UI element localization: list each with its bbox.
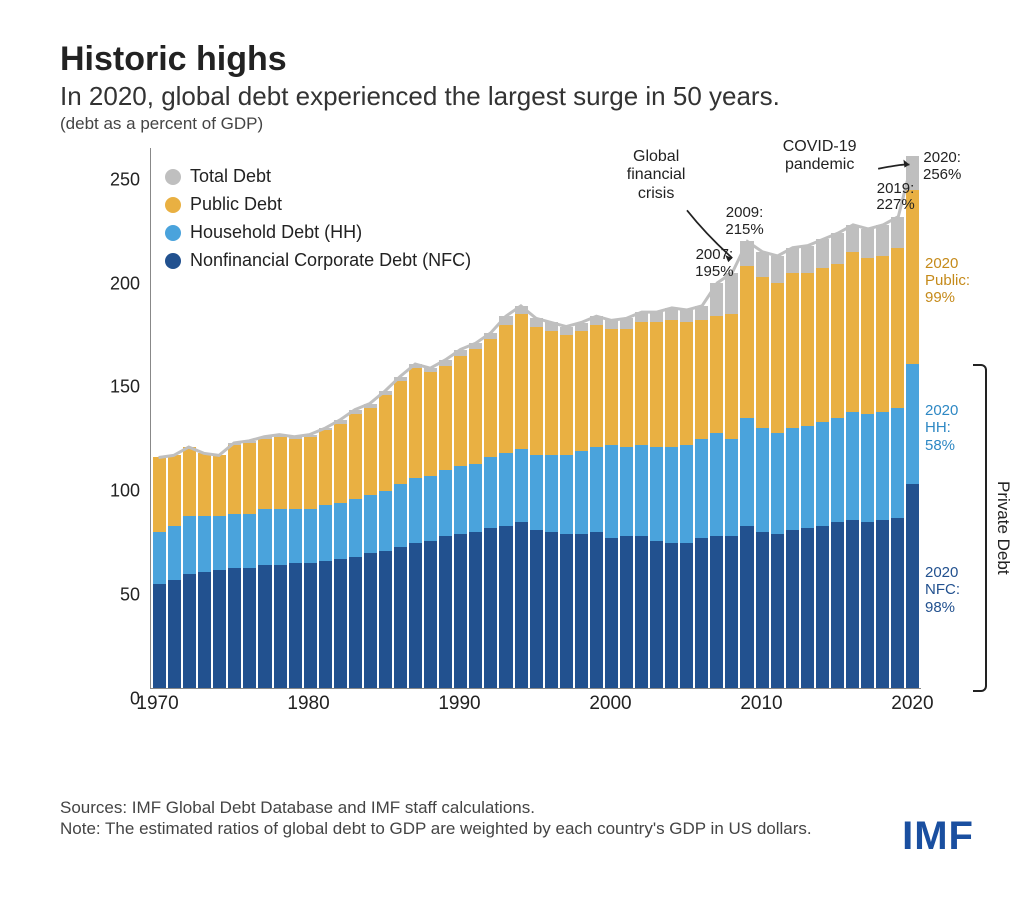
bar — [620, 318, 633, 688]
y-tick: 250 — [80, 169, 140, 190]
private-debt-label: Private Debt — [993, 481, 1013, 575]
callout-covid: COVID-19pandemic — [783, 138, 857, 175]
page-subtitle: In 2020, global debt experienced the lar… — [60, 81, 964, 112]
x-tick: 2020 — [891, 693, 933, 715]
legend-label: Public Debt — [190, 191, 282, 219]
private-debt-bracket — [973, 364, 987, 692]
bar — [786, 248, 799, 688]
bar — [228, 443, 241, 688]
right-label-public: 2020Public:99% — [925, 255, 970, 307]
bar — [861, 229, 874, 688]
callout-gfc: Globalfinancialcrisis — [627, 148, 686, 203]
bar — [469, 343, 482, 688]
bar — [695, 306, 708, 688]
legend-label: Nonfinancial Corporate Debt (NFC) — [190, 247, 471, 275]
bar — [560, 327, 573, 688]
legend-label: Total Debt — [190, 163, 271, 191]
bar — [816, 239, 829, 688]
legend-item: Nonfinancial Corporate Debt (NFC) — [165, 247, 471, 275]
label-2009: 2009:215% — [725, 205, 763, 238]
bar — [590, 316, 603, 688]
y-tick: 200 — [80, 273, 140, 294]
bar — [740, 241, 753, 688]
paren-note: (debt as a percent of GDP) — [60, 114, 964, 134]
y-tick: 150 — [80, 377, 140, 398]
bar — [801, 246, 814, 688]
bar — [515, 306, 528, 688]
y-tick: 100 — [80, 481, 140, 502]
bar — [545, 322, 558, 688]
sources-note: Sources: IMF Global Debt Database and IM… — [60, 797, 840, 840]
bar — [213, 455, 226, 688]
bar — [319, 428, 332, 688]
bar — [756, 252, 769, 688]
bar — [665, 308, 678, 688]
y-tick: 50 — [80, 585, 140, 606]
right-label-nfc: 2020NFC:98% — [925, 564, 960, 616]
bar — [168, 455, 181, 688]
bar — [289, 437, 302, 688]
bar — [530, 318, 543, 688]
page-title: Historic highs — [60, 40, 964, 79]
bar — [304, 435, 317, 688]
bar — [183, 447, 196, 688]
bar — [274, 435, 287, 688]
bar — [198, 453, 211, 688]
legend-swatch — [165, 197, 181, 213]
x-tick: 1980 — [287, 693, 329, 715]
bar — [650, 312, 663, 688]
legend-swatch — [165, 225, 181, 241]
bar — [439, 360, 452, 688]
bar — [484, 333, 497, 688]
bar — [394, 377, 407, 689]
bar — [499, 316, 512, 688]
x-tick: 2000 — [589, 693, 631, 715]
x-tick: 2010 — [740, 693, 782, 715]
legend-item: Public Debt — [165, 191, 471, 219]
label-2007: 2007:195% — [695, 247, 733, 280]
bar — [725, 273, 738, 688]
bar — [409, 364, 422, 688]
bar — [424, 368, 437, 688]
y-axis: 0 50 100 150 200 250 — [80, 148, 140, 728]
y-tick: 0 — [80, 689, 140, 710]
bar — [876, 225, 889, 688]
bar — [846, 225, 859, 688]
bar — [379, 391, 392, 688]
bar — [771, 256, 784, 688]
label-2019: 2019:227% — [876, 181, 914, 214]
legend: Total DebtPublic DebtHousehold Debt (HH)… — [165, 163, 471, 275]
bar — [635, 312, 648, 688]
imf-logo: IMF — [902, 814, 974, 859]
bar — [153, 457, 166, 688]
bar — [891, 217, 904, 688]
legend-label: Household Debt (HH) — [190, 219, 362, 247]
bar — [334, 420, 347, 688]
x-tick: 1970 — [136, 693, 178, 715]
right-label-hh: 2020HH:58% — [925, 402, 958, 454]
legend-item: Total Debt — [165, 163, 471, 191]
debt-chart: 050100150200250 Globalfinancialcrisis CO… — [60, 148, 960, 728]
x-tick: 1990 — [438, 693, 480, 715]
legend-item: Household Debt (HH) — [165, 219, 471, 247]
bar — [575, 323, 588, 689]
legend-swatch — [165, 169, 181, 185]
bar — [605, 320, 618, 688]
bar — [831, 233, 844, 688]
label-2020: 2020:256% — [923, 150, 961, 183]
legend-swatch — [165, 253, 181, 269]
bar — [349, 410, 362, 688]
bar — [906, 156, 919, 688]
bar — [680, 310, 693, 688]
bar — [364, 404, 377, 689]
bar — [243, 441, 256, 688]
bar — [710, 283, 723, 688]
bar — [258, 437, 271, 688]
bar — [454, 350, 467, 689]
